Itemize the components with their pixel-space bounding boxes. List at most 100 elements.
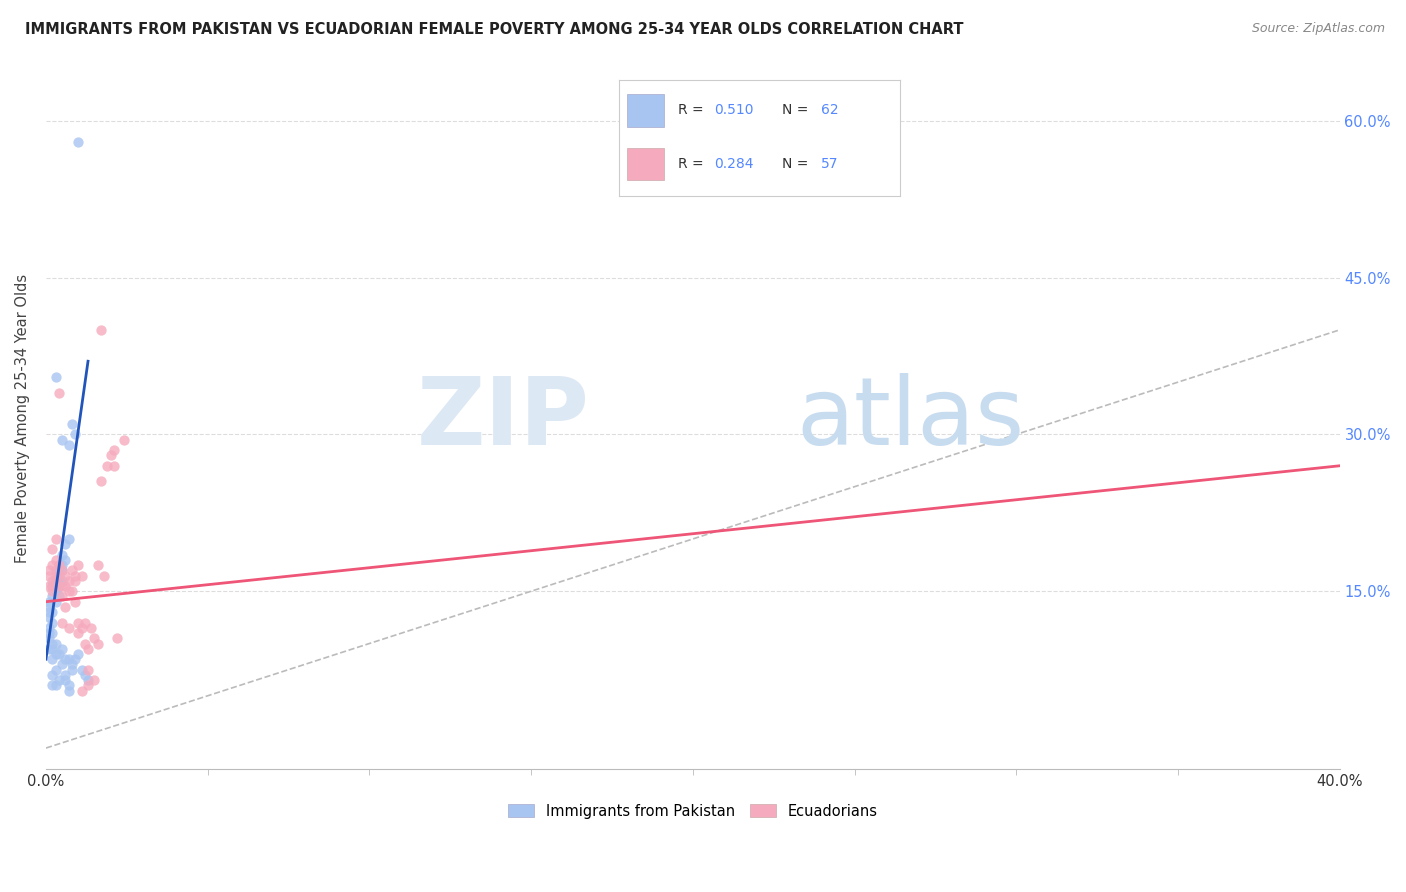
Point <box>87 636 110 650</box>
Point <box>63 595 86 609</box>
Point <box>60 584 83 599</box>
Point <box>60 657 83 672</box>
Point <box>45 563 67 577</box>
Point <box>67 558 90 573</box>
Text: 0.510: 0.510 <box>714 103 754 118</box>
Point <box>58 438 80 452</box>
Text: 0.284: 0.284 <box>714 157 754 170</box>
FancyBboxPatch shape <box>627 95 664 127</box>
Point <box>41 579 63 593</box>
Point <box>58 532 80 546</box>
Point <box>45 636 67 650</box>
Text: N =: N = <box>782 157 813 170</box>
Point <box>51 548 73 562</box>
Point <box>38 626 60 640</box>
Point <box>45 574 67 588</box>
Point <box>60 417 83 431</box>
Point <box>77 673 100 687</box>
Point <box>45 568 67 582</box>
Point <box>45 574 67 588</box>
Point <box>73 636 96 650</box>
Point <box>63 568 86 582</box>
Point <box>41 590 63 604</box>
Point <box>51 615 73 630</box>
Point <box>41 558 63 573</box>
Point <box>67 647 90 661</box>
Point <box>38 621 60 635</box>
Point <box>51 558 73 573</box>
Point <box>48 385 70 400</box>
Y-axis label: Female Poverty Among 25-34 Year Olds: Female Poverty Among 25-34 Year Olds <box>15 274 30 564</box>
Point <box>51 641 73 656</box>
Point <box>53 668 76 682</box>
Point <box>41 574 63 588</box>
Text: N =: N = <box>782 103 813 118</box>
Point <box>77 641 100 656</box>
Point <box>87 558 110 573</box>
Point <box>48 568 70 582</box>
Point <box>41 579 63 593</box>
Point <box>51 579 73 593</box>
Text: atlas: atlas <box>796 373 1025 465</box>
Point <box>53 652 76 666</box>
Point <box>38 595 60 609</box>
Point <box>96 458 118 473</box>
Point <box>41 626 63 640</box>
Point <box>45 678 67 692</box>
Point <box>58 652 80 666</box>
Point <box>48 568 70 582</box>
Point <box>45 663 67 677</box>
Text: IMMIGRANTS FROM PAKISTAN VS ECUADORIAN FEMALE POVERTY AMONG 25-34 YEAR OLDS CORR: IMMIGRANTS FROM PAKISTAN VS ECUADORIAN F… <box>25 22 963 37</box>
Point <box>63 574 86 588</box>
Text: 62: 62 <box>821 103 839 118</box>
Text: R =: R = <box>678 103 707 118</box>
Point <box>51 563 73 577</box>
Point <box>53 568 76 582</box>
Point <box>48 558 70 573</box>
Point <box>70 568 93 582</box>
Point <box>48 590 70 604</box>
Point <box>38 605 60 619</box>
Point <box>67 615 90 630</box>
Text: ZIP: ZIP <box>416 373 589 465</box>
Point <box>38 599 60 614</box>
Point <box>41 636 63 650</box>
Point <box>38 632 60 646</box>
Point <box>80 621 103 635</box>
Point <box>51 590 73 604</box>
Point <box>112 433 135 447</box>
Point <box>51 433 73 447</box>
Point <box>41 615 63 630</box>
Point <box>45 553 67 567</box>
Point <box>51 657 73 672</box>
Point <box>48 579 70 593</box>
Point <box>70 683 93 698</box>
Legend: Immigrants from Pakistan, Ecuadorians: Immigrants from Pakistan, Ecuadorians <box>502 798 883 825</box>
Point <box>100 448 122 462</box>
Point <box>63 652 86 666</box>
Point <box>58 574 80 588</box>
Point <box>58 683 80 698</box>
Point <box>53 553 76 567</box>
Point <box>70 663 93 677</box>
Point <box>53 673 76 687</box>
Text: 57: 57 <box>821 157 838 170</box>
Text: Source: ZipAtlas.com: Source: ZipAtlas.com <box>1251 22 1385 36</box>
Point <box>48 647 70 661</box>
Point <box>53 599 76 614</box>
Point <box>73 668 96 682</box>
Point <box>58 678 80 692</box>
Point <box>103 443 125 458</box>
Point <box>41 584 63 599</box>
Point <box>58 584 80 599</box>
Point <box>60 663 83 677</box>
Point <box>60 563 83 577</box>
Point <box>48 579 70 593</box>
Point <box>45 647 67 661</box>
Point <box>41 542 63 557</box>
Point <box>67 135 90 149</box>
Point <box>90 323 112 337</box>
Point <box>83 673 105 687</box>
Point <box>67 626 90 640</box>
Point <box>48 673 70 687</box>
